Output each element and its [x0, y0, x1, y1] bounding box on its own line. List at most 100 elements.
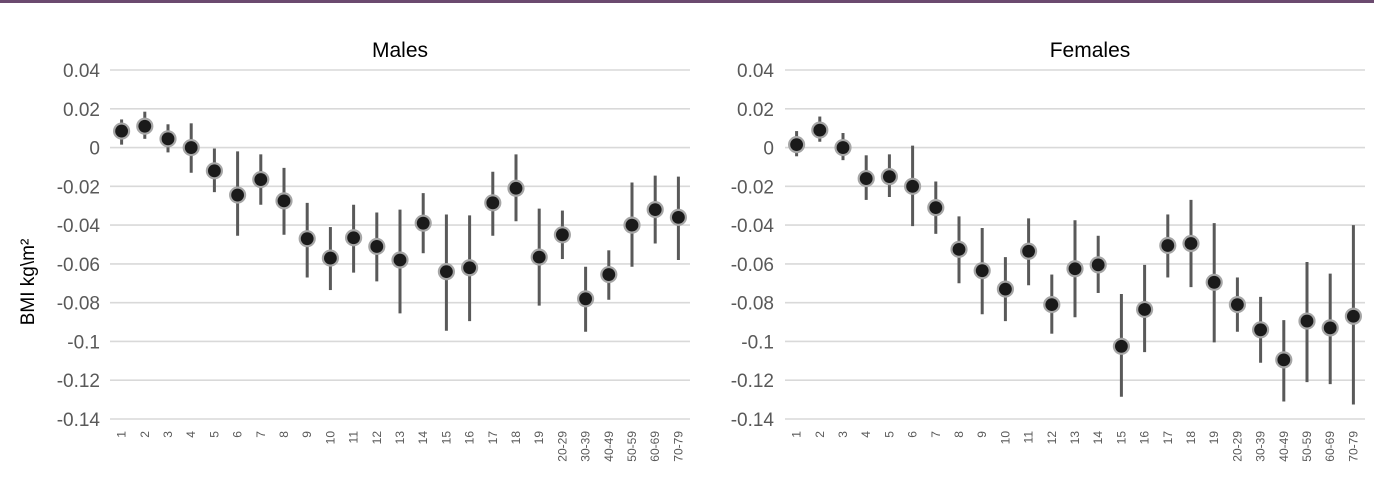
x-tick-label: 6	[906, 431, 920, 438]
x-tick-label: 12	[1045, 431, 1059, 445]
x-tick-label: 14	[1091, 431, 1105, 445]
data-point	[1298, 312, 1316, 330]
panel-females: Females 0.04 0.02 0 -0.02 -0.04 -0.06 -0.08 -0.1…	[731, 39, 1365, 462]
y-tick-label: -0.02	[731, 177, 774, 198]
data-point	[275, 192, 293, 210]
y-tick-label: -0.04	[731, 216, 775, 237]
data-point	[1089, 256, 1107, 274]
y-tick-label: -0.12	[731, 371, 774, 392]
x-tick-label: 15	[1114, 431, 1128, 445]
x-tick-label: 9	[300, 431, 314, 438]
data-point	[345, 229, 363, 247]
x-tick-label: 2	[813, 431, 827, 438]
data-point	[880, 168, 899, 186]
x-tick-label: 50-59	[625, 431, 639, 462]
data-point	[136, 117, 154, 135]
y-tick-label: -0.08	[57, 294, 100, 315]
x-tick-label: 10	[323, 431, 337, 445]
data-point	[553, 226, 572, 244]
data-point	[205, 162, 223, 180]
data-point	[576, 290, 595, 308]
data-point	[252, 170, 270, 189]
y-tick-label: -0.12	[57, 371, 100, 392]
chart-title: Males	[372, 39, 428, 62]
y-tick-label: -0.14	[731, 410, 775, 431]
data-point	[646, 201, 664, 219]
data-point	[1228, 296, 1247, 314]
x-tick-label: 20-29	[1230, 431, 1244, 462]
data-point	[437, 263, 455, 281]
x-tick-label: 17	[1161, 431, 1175, 445]
data-point	[1275, 351, 1293, 369]
top-divider-line	[0, 0, 1374, 3]
data-point	[1251, 321, 1270, 339]
data-point	[298, 230, 316, 248]
data-point	[229, 186, 247, 204]
data-point	[530, 248, 548, 266]
panel-males: Males 0.04 0.02 0 -0.02 -0.04 -0.06 -0.08 -0.1 -0…	[57, 39, 690, 462]
x-tick-label: 3	[836, 431, 850, 438]
x-tick-label: 19	[532, 431, 546, 445]
y-tick-label: -0.06	[731, 255, 774, 276]
y-tick-label: 0.04	[737, 61, 774, 82]
x-tick-label: 30-39	[1254, 431, 1268, 462]
data-point	[1112, 337, 1131, 355]
y-axis-label: BMI kg\m²	[18, 239, 39, 326]
data-point	[484, 194, 502, 212]
data-point	[112, 122, 131, 140]
x-tick-label: 12	[370, 431, 384, 445]
data-point	[461, 259, 479, 277]
x-tick-label: 16	[1138, 431, 1152, 445]
x-tick-label: 50-59	[1300, 431, 1314, 462]
data-point	[1135, 300, 1154, 319]
data-point	[1066, 260, 1084, 278]
x-tick-label: 70-79	[671, 431, 685, 462]
y-tick-label: 0.04	[63, 61, 100, 82]
x-tick-label: 11	[347, 431, 361, 444]
x-tick-label: 15	[439, 431, 453, 445]
x-tick-label: 3	[161, 431, 175, 438]
data-point	[1321, 319, 1339, 337]
x-tick-label: 70-79	[1346, 431, 1360, 462]
x-tick-label: 6	[231, 431, 245, 438]
x-tick-label: 30-39	[579, 431, 593, 462]
x-tick-label: 10	[998, 431, 1012, 445]
x-tick-label: 19	[1207, 431, 1221, 445]
x-tick-label: 1	[115, 431, 129, 438]
data-point	[159, 130, 177, 148]
x-tick-label: 7	[254, 431, 268, 438]
y-tick-label: 0.02	[737, 100, 774, 121]
x-tick-label: 4	[184, 431, 198, 438]
x-tick-label: 13	[1068, 431, 1082, 445]
y-tick-label: -0.04	[57, 216, 101, 237]
data-point	[811, 121, 829, 139]
y-tick-label: -0.02	[57, 177, 100, 198]
x-tick-label: 60-69	[1323, 431, 1337, 462]
y-tick-label: -0.1	[741, 332, 774, 353]
data-point	[391, 251, 409, 269]
data-point	[857, 169, 875, 188]
data-point	[321, 249, 339, 267]
x-tick-label: 5	[882, 431, 896, 438]
x-tick-label: 1	[790, 431, 804, 438]
data-point	[182, 138, 200, 157]
x-tick-label: 16	[463, 431, 477, 445]
x-tick-label: 4	[859, 431, 873, 438]
data-point	[1159, 236, 1177, 255]
x-tick-label: 8	[952, 431, 966, 438]
x-tick-label: 7	[929, 431, 943, 438]
data-point	[368, 237, 386, 256]
data-point	[834, 138, 852, 157]
x-tick-label: 17	[486, 431, 500, 445]
y-tick-label: 0.02	[63, 100, 100, 121]
data-point	[1043, 296, 1061, 314]
data-point	[1205, 273, 1223, 291]
data-point	[950, 240, 968, 258]
x-tick-label: 20-29	[555, 431, 569, 462]
x-tick-label: 18	[1184, 431, 1198, 445]
data-point	[507, 179, 525, 197]
data-point	[1019, 242, 1038, 260]
y-tick-label: -0.14	[57, 410, 101, 431]
data-point	[600, 265, 618, 284]
